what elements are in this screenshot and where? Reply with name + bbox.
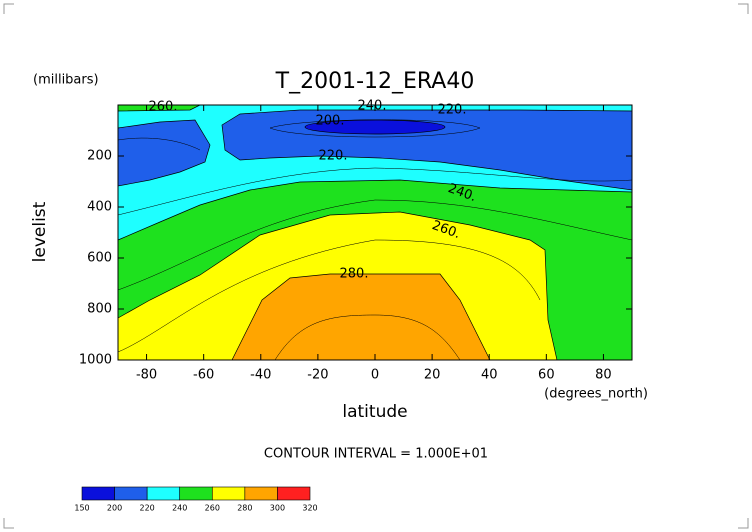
corner-marks (3, 3, 749, 529)
x-tick-label: -40 (250, 368, 271, 383)
colorbar-label: 280 (237, 504, 252, 513)
contour-label: 260. (149, 100, 178, 115)
footnote: CONTOUR INTERVAL = 1.000E+01 (264, 447, 488, 462)
colorbar-label: 300 (270, 504, 285, 513)
colorbar-box (277, 486, 311, 501)
colorbar-box (244, 486, 278, 501)
chart-title: T_2001-12_ERA40 (275, 69, 475, 94)
x-axis-label: latitude (342, 402, 407, 422)
colorbar-box (81, 486, 115, 501)
contour-line (117, 239, 541, 353)
colorbar-label: 240 (172, 504, 187, 513)
y-tick-label: 1000 (79, 353, 112, 368)
contour-label: 280. (340, 267, 369, 282)
colorbar-box (146, 486, 181, 501)
y-tick-label: 400 (87, 200, 112, 215)
colorbar-label: 220 (140, 504, 155, 513)
colorbar-box (114, 486, 148, 501)
contour-line (117, 199, 633, 291)
contour-band (231, 273, 491, 361)
colorbar-label: 260 (205, 504, 220, 513)
contour-line (117, 167, 633, 216)
x-tick-label: -80 (136, 368, 157, 383)
colorbar-label: 320 (302, 504, 317, 513)
contour-label: 220. (319, 149, 348, 164)
y-axis-label: levelist (30, 201, 50, 262)
contour-label: 220. (438, 103, 467, 118)
colorbar-box (211, 486, 246, 501)
x-tick-label: -60 (193, 368, 214, 383)
y-unit-label: (millibars) (33, 73, 99, 88)
contour-line (269, 119, 481, 138)
contour-line (117, 137, 201, 151)
y-tick-label: 600 (87, 251, 112, 266)
x-tick-label: 40 (481, 368, 498, 383)
contour-line (274, 314, 461, 361)
x-tick-label: 60 (538, 368, 555, 383)
x-tick-label: 80 (595, 368, 612, 383)
x-tick-label: 0 (371, 368, 379, 383)
x-tick-label: 20 (424, 368, 441, 383)
y-tick-label: 200 (87, 149, 112, 164)
colorbar-label: 200 (107, 504, 122, 513)
contour-band (117, 119, 211, 187)
colorbar-label: 150 (74, 504, 89, 513)
contour-label: 200. (316, 114, 345, 129)
x-unit-label: (degrees_north) (544, 387, 648, 402)
colorbar-box (179, 486, 213, 501)
y-tick-label: 800 (87, 302, 112, 317)
x-tick-label: -20 (307, 368, 328, 383)
contour-label: 240. (358, 99, 387, 114)
